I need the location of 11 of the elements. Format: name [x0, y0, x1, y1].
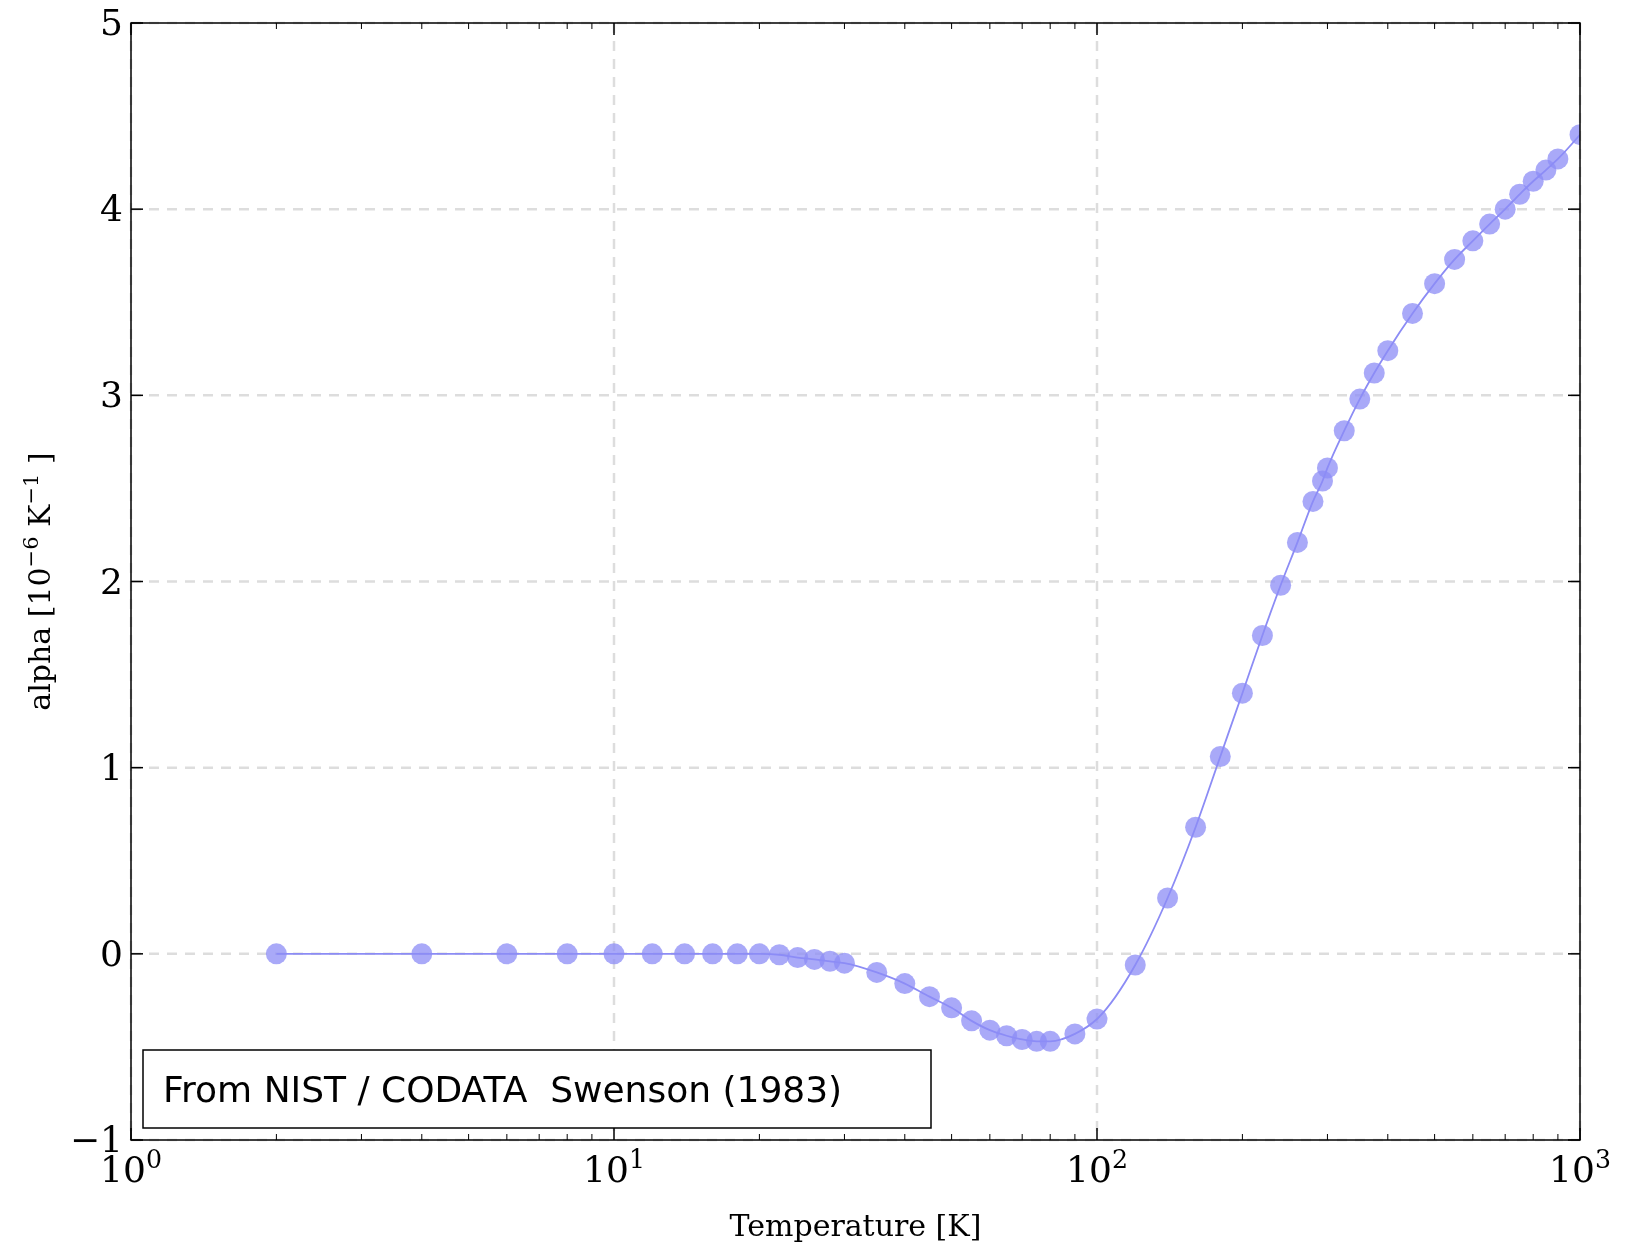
x-tick-label: 10$^{1}$ [583, 1144, 645, 1190]
y-tick-label: 4 [100, 188, 123, 230]
y-tick-label: 2 [100, 560, 123, 602]
x-tick-label: 10$^{2}$ [1066, 1144, 1128, 1190]
x-tick-label: 10$^{3}$ [1549, 1144, 1611, 1190]
annotation: From NIST / CODATA Swenson (1983) [163, 1069, 843, 1110]
y-tick-label: 0 [100, 932, 123, 974]
y-tick-label: 3 [100, 374, 123, 416]
y-tick-label: 5 [100, 2, 123, 43]
x-axis-title: Temperature [K] [729, 1208, 982, 1243]
y-tick-label: 1 [100, 746, 123, 788]
